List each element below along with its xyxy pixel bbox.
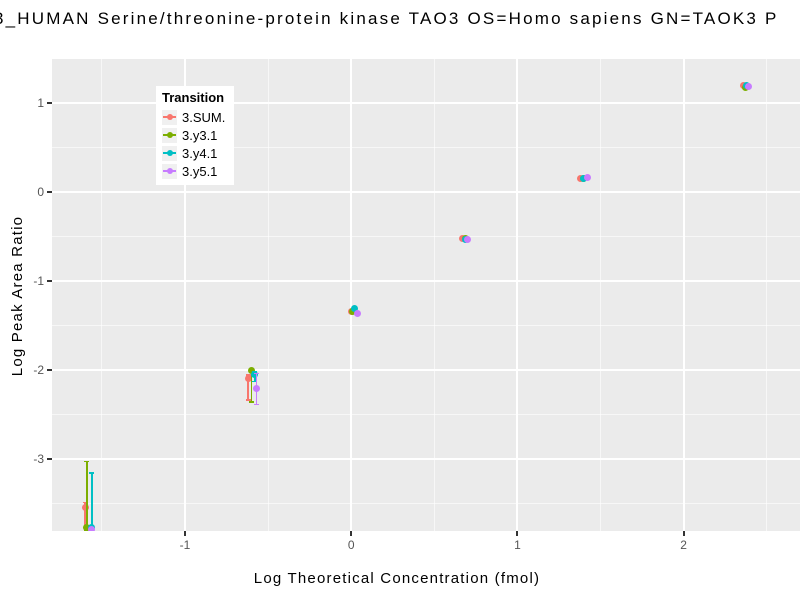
data-point: [88, 525, 96, 531]
gridline-major-x: [183, 59, 186, 531]
error-bar: [91, 473, 93, 531]
error-bar-cap-top: [245, 374, 251, 376]
x-axis-tick: [350, 531, 353, 536]
legend-items: 3.SUM. 3.y3.1 3.y4.1 3.y5.1: [162, 108, 225, 180]
data-point: [351, 304, 359, 312]
y-tick-label: 0: [37, 184, 44, 199]
data-point: [464, 236, 472, 244]
plot-title: 3_HUMAN Serine/threonine-protein kinase …: [0, 9, 779, 28]
legend-title: Transition: [162, 90, 225, 105]
y-axis-tick: [47, 457, 52, 460]
error-bar-cap-bottom: [253, 403, 259, 406]
error-bar-cap-bottom: [252, 380, 258, 383]
x-axis-title: Log Theoretical Concentration (fmol): [253, 570, 541, 587]
legend-key-point-glyph: [166, 114, 173, 120]
gridline-minor-y: [52, 324, 800, 326]
x-tick-label: 0: [347, 538, 355, 552]
y-tick-label: -1: [33, 273, 44, 288]
gridline-major-y: [52, 279, 800, 282]
legend-item-label: 3.y5.1: [182, 163, 218, 179]
error-bar-cap-top: [84, 460, 90, 463]
error-bar-cap-bottom: [248, 401, 254, 403]
y-tick-label: -2: [33, 362, 44, 377]
x-axis-tick: [682, 531, 685, 536]
x-axis-tick: [183, 531, 186, 536]
y-axis-title: Log Peak Area Ratio: [9, 215, 26, 377]
x-tick-label: -1: [179, 538, 191, 552]
gridline-major-x: [682, 59, 685, 531]
y-axis-tick: [47, 190, 52, 193]
data-point: [252, 385, 260, 392]
legend: Transition 3.SUM. 3.y3.1 3.y4.1 3.y5.1: [156, 86, 235, 185]
error-bar-cap-top: [89, 472, 95, 474]
gridline-minor-x: [101, 59, 103, 531]
x-tick-label: 1: [514, 538, 521, 552]
legend-item-label: 3.y3.1: [182, 127, 218, 143]
gridline-major-x: [350, 59, 353, 531]
error-bar-cap-bottom: [245, 399, 251, 401]
data-point: [583, 173, 591, 181]
y-tick-label: 1: [37, 95, 44, 110]
gridline-minor-y: [52, 413, 800, 415]
legend-key-point-glyph: [166, 132, 173, 138]
legend-item: 3.SUM.: [162, 108, 225, 126]
gridline-minor-x: [267, 59, 269, 531]
gridline-minor-y: [52, 502, 800, 504]
error-bar: [84, 502, 86, 528]
legend-item-label: 3.y4.1: [182, 145, 218, 161]
legend-key: [162, 109, 177, 125]
legend-item: 3.y3.1: [162, 126, 225, 144]
legend-key-point-glyph: [166, 168, 173, 174]
x-axis-tick: [516, 531, 519, 536]
gridline-major-y: [52, 368, 800, 371]
data-point: [81, 504, 89, 512]
error-bar-cap-top: [253, 372, 259, 375]
gridline-minor-x: [766, 59, 768, 531]
gridline-minor-x: [433, 59, 435, 531]
gridline-minor-y: [52, 235, 800, 237]
legend-item-label: 3.SUM.: [182, 109, 226, 125]
data-point: [354, 310, 362, 318]
legend-item: 3.y5.1: [162, 162, 225, 180]
gridline-minor-y: [52, 146, 800, 148]
y-axis-tick: [47, 368, 52, 371]
error-bar: [247, 375, 249, 401]
gridline-minor-x: [600, 59, 602, 531]
gridline-major-x: [516, 59, 519, 531]
data-point: [244, 375, 252, 383]
y-axis-tick: [47, 101, 52, 104]
data-point: [251, 370, 259, 378]
x-tick-label: 2: [680, 538, 687, 552]
error-bar: [250, 370, 253, 402]
error-bar: [86, 461, 88, 531]
legend-key: [162, 145, 177, 161]
data-point: [744, 83, 752, 91]
y-tick-label: -3: [33, 451, 44, 466]
y-axis-tick: [47, 279, 52, 282]
legend-key: [162, 163, 177, 179]
gridline-major-y: [52, 101, 800, 104]
data-point: [83, 523, 91, 531]
legend-item: 3.y4.1: [162, 144, 225, 162]
gridline-major-y: [52, 190, 800, 193]
legend-key-point-glyph: [166, 150, 173, 156]
gridline-major-y: [52, 457, 800, 460]
data-point: [247, 367, 255, 375]
legend-key: [162, 127, 177, 143]
error-bar-cap-top: [82, 501, 88, 504]
